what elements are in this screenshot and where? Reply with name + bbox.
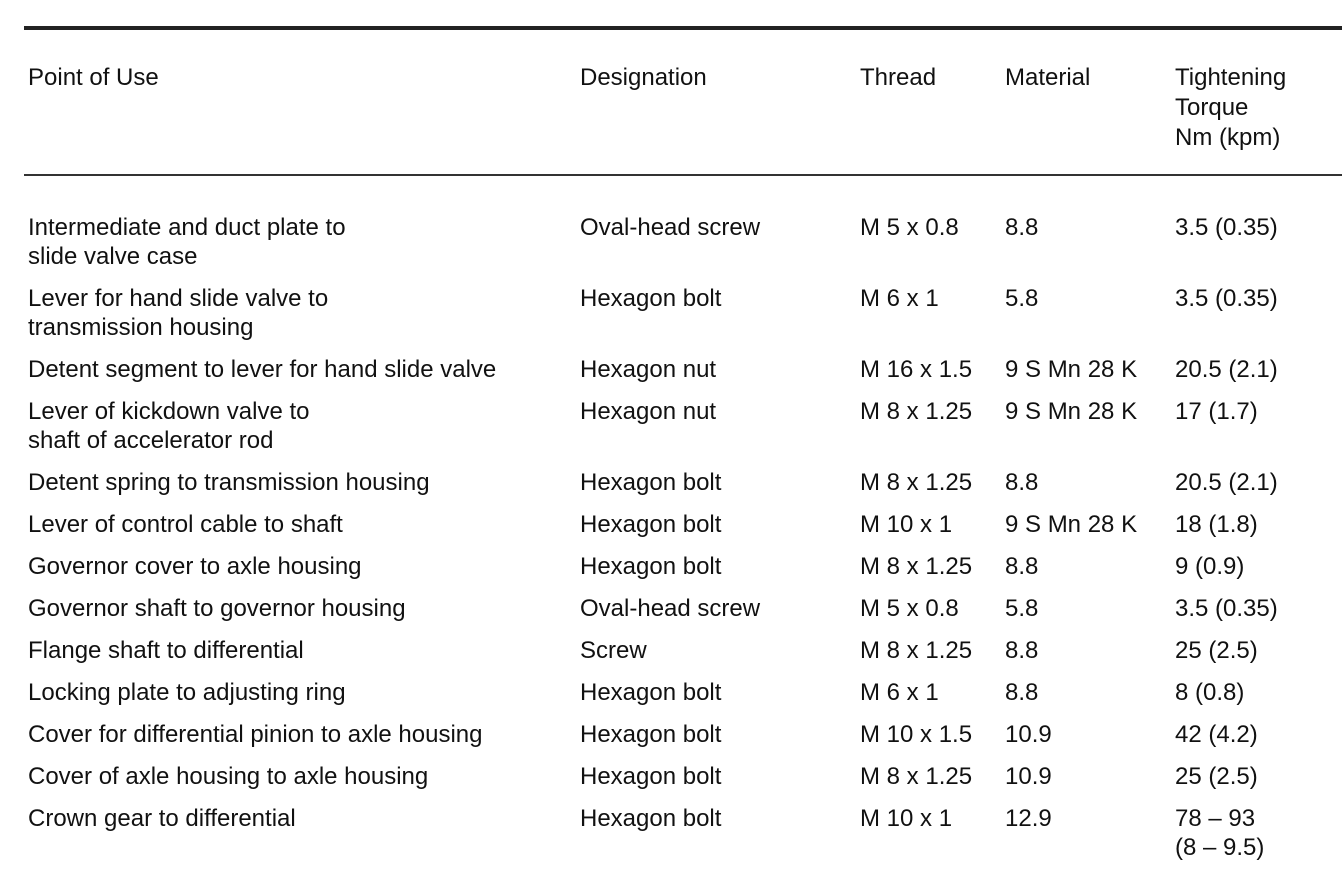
- cell-thread: M 8 x 1.25: [860, 553, 973, 580]
- table-row: Lever of control cable to shaft Hexagon b…: [0, 510, 1344, 552]
- table-row: Flange shaft to differential Screw M 8 x 1…: [0, 636, 1344, 678]
- cell-point-of-use: Detent spring to transmission housing: [28, 469, 430, 496]
- cell-thread: M 8 x 1.25: [860, 763, 973, 790]
- cell-material: 9 S Mn 28 K: [1005, 356, 1138, 383]
- cell-thread: M 8 x 1.25: [860, 637, 973, 664]
- cell-point-of-use: Locking plate to adjusting ring: [28, 679, 346, 706]
- table-row: Detent segment to lever for hand slide v…: [0, 355, 1344, 397]
- cell-point-of-use: Flange shaft to differential: [28, 637, 304, 664]
- cell-torque: 17 (1.7): [1175, 398, 1258, 425]
- cell-designation: Hexagon bolt: [580, 285, 722, 312]
- cell-point-of-use: Crown gear to differential: [28, 805, 296, 832]
- cell-torque: 3.5 (0.35): [1175, 595, 1278, 622]
- cell-designation: Hexagon bolt: [580, 721, 722, 748]
- cell-thread: M 10 x 1: [860, 805, 953, 832]
- cell-designation: Hexagon bolt: [580, 511, 722, 538]
- cell-point-of-use: Cover of axle housing to axle housing: [28, 763, 429, 790]
- cell-thread: M 6 x 1: [860, 285, 939, 312]
- cell-torque: 78 – 93 (8 – 9.5): [1175, 805, 1265, 861]
- cell-designation: Hexagon nut: [580, 356, 717, 383]
- cell-thread: M 6 x 1: [860, 679, 939, 706]
- top-rule: [24, 26, 1342, 30]
- cell-torque: 20.5 (2.1): [1175, 469, 1278, 496]
- cell-thread: M 8 x 1.25: [860, 469, 973, 496]
- table-row: Governor shaft to governor housing Oval-h…: [0, 594, 1344, 636]
- cell-thread: M 8 x 1.25: [860, 398, 973, 425]
- cell-designation: Screw: [580, 637, 647, 664]
- cell-material: 5.8: [1005, 595, 1039, 622]
- header-torque: Tightening Torque Nm (kpm): [1175, 64, 1287, 151]
- cell-point-of-use: Governor shaft to governor housing: [28, 595, 406, 622]
- table-row: Cover of axle housing to axle housing Hex…: [0, 762, 1344, 804]
- cell-torque: 9 (0.9): [1175, 553, 1245, 580]
- cell-designation: Hexagon bolt: [580, 763, 722, 790]
- cell-designation: Hexagon nut: [580, 398, 717, 425]
- cell-torque: 25 (2.5): [1175, 637, 1258, 664]
- cell-material: 8.8: [1005, 469, 1039, 496]
- cell-designation: Oval-head screw: [580, 595, 761, 622]
- cell-designation: Oval-head screw: [580, 214, 761, 241]
- cell-designation: Hexagon bolt: [580, 805, 722, 832]
- cell-torque: 25 (2.5): [1175, 763, 1258, 790]
- cell-material: 5.8: [1005, 285, 1039, 312]
- cell-thread: M 16 x 1.5: [860, 356, 973, 383]
- cell-material: 12.9: [1005, 805, 1052, 832]
- cell-point-of-use: Lever of kickdown valve to shaft of acce…: [28, 398, 310, 454]
- header-thread: Thread: [860, 64, 937, 91]
- cell-torque: 20.5 (2.1): [1175, 356, 1278, 383]
- header-material: Material: [1005, 64, 1091, 91]
- cell-material: 10.9: [1005, 763, 1052, 790]
- cell-thread: M 5 x 0.8: [860, 595, 959, 622]
- cell-point-of-use: Lever of control cable to shaft: [28, 511, 343, 538]
- cell-torque: 8 (0.8): [1175, 679, 1245, 706]
- table-row: Locking plate to adjusting ring Hexagon b…: [0, 678, 1344, 720]
- cell-point-of-use: Detent segment to lever for hand slide v…: [28, 356, 497, 383]
- table-row: Detent spring to transmission housing Hex…: [0, 468, 1344, 510]
- cell-material: 8.8: [1005, 637, 1039, 664]
- header-designation: Designation: [580, 64, 707, 91]
- cell-point-of-use: Governor cover to axle housing: [28, 553, 362, 580]
- table-row: Crown gear to differential Hexagon bolt M …: [0, 804, 1344, 861]
- cell-designation: Hexagon bolt: [580, 469, 722, 496]
- table-row: Cover for differential pinion to axle ho…: [0, 720, 1344, 762]
- cell-material: 9 S Mn 28 K: [1005, 511, 1138, 538]
- table-body: Intermediate and duct plate to slide val…: [0, 213, 1344, 861]
- cell-point-of-use: Lever for hand slide valve to transmissi…: [28, 285, 329, 341]
- header-rule: [24, 174, 1342, 176]
- cell-designation: Hexagon bolt: [580, 553, 722, 580]
- cell-point-of-use: Intermediate and duct plate to slide val…: [28, 214, 346, 270]
- table-row: Lever for hand slide valve to transmissi…: [0, 284, 1344, 355]
- cell-material: 10.9: [1005, 721, 1052, 748]
- cell-designation: Hexagon bolt: [580, 679, 722, 706]
- cell-torque: 42 (4.2): [1175, 721, 1258, 748]
- table-row: Lever of kickdown valve to shaft of acce…: [0, 397, 1344, 468]
- cell-material: 9 S Mn 28 K: [1005, 398, 1138, 425]
- cell-material: 8.8: [1005, 679, 1039, 706]
- cell-thread: M 5 x 0.8: [860, 214, 959, 241]
- table-row: Intermediate and duct plate to slide val…: [0, 213, 1344, 284]
- cell-material: 8.8: [1005, 214, 1039, 241]
- cell-material: 8.8: [1005, 553, 1039, 580]
- cell-torque: 3.5 (0.35): [1175, 285, 1278, 312]
- table-row: Governor cover to axle housing Hexagon bo…: [0, 552, 1344, 594]
- cell-torque: 3.5 (0.35): [1175, 214, 1278, 241]
- cell-torque: 18 (1.8): [1175, 511, 1258, 538]
- cell-thread: M 10 x 1: [860, 511, 953, 538]
- cell-thread: M 10 x 1.5: [860, 721, 973, 748]
- header-point-of-use: Point of Use: [28, 64, 159, 91]
- cell-point-of-use: Cover for differential pinion to axle ho…: [28, 721, 483, 748]
